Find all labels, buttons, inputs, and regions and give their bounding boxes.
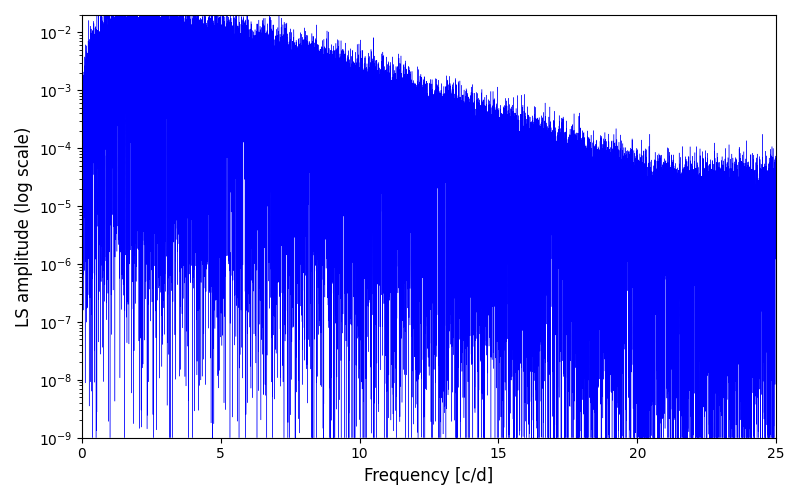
X-axis label: Frequency [c/d]: Frequency [c/d] [364, 467, 494, 485]
Y-axis label: LS amplitude (log scale): LS amplitude (log scale) [15, 126, 33, 326]
